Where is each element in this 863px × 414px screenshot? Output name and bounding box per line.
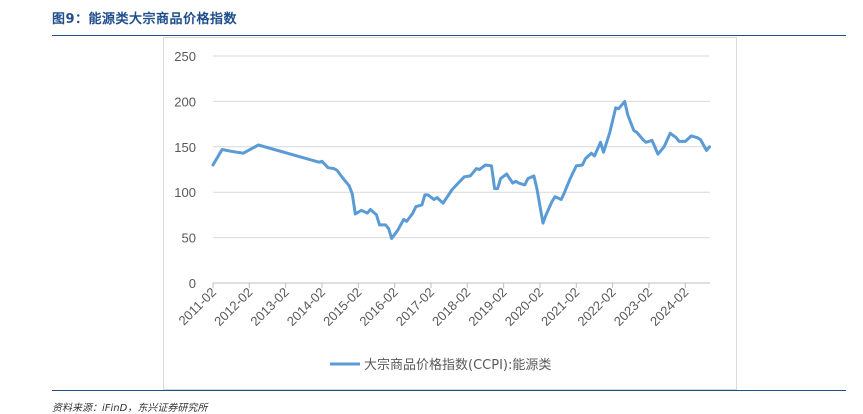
x-tick-label: 2016-02 <box>356 285 400 329</box>
series-group <box>211 99 711 240</box>
x-tick-label: 2023-02 <box>611 285 655 329</box>
source-rule <box>52 390 846 391</box>
y-tick-label: 250 <box>174 49 196 64</box>
x-tick-label: 2017-02 <box>393 285 437 329</box>
gridlines <box>213 55 710 239</box>
y-axis-tick-labels: 0 50 100 150 200 250 <box>174 49 196 291</box>
x-tick-label: 2018-02 <box>429 285 473 329</box>
x-tick-label: 2020-02 <box>502 285 546 329</box>
x-tick-label: 2019-02 <box>465 285 509 329</box>
y-tick-label: 50 <box>182 231 196 246</box>
legend-label: 大宗商品价格指数(CCPI):能源类 <box>364 357 551 373</box>
x-tick-label: 2013-02 <box>247 285 291 329</box>
y-tick-label: 150 <box>174 140 196 155</box>
x-tick-label: 2022-02 <box>574 285 618 329</box>
x-tick-label: 2014-02 <box>284 285 328 329</box>
x-tick-label: 2024-02 <box>647 285 691 329</box>
x-axis-tick-labels: 2011-022012-022013-022014-022015-022016-… <box>175 285 691 329</box>
x-tick-label: 2021-02 <box>538 285 582 329</box>
x-tick-label: 2015-02 <box>320 285 364 329</box>
x-tick-label: 2012-02 <box>211 285 255 329</box>
chart-frame <box>163 37 737 390</box>
figure-title: 图9：能源类大宗商品价格指数 <box>52 12 238 27</box>
title-rule <box>52 35 846 36</box>
series-line-0 <box>211 99 711 240</box>
source-note: 资料来源：iFinD，东兴证券研究所 <box>52 403 208 414</box>
x-tick-label: 2011-02 <box>175 285 219 329</box>
legend: 大宗商品价格指数(CCPI):能源类 <box>330 357 551 373</box>
y-tick-label: 100 <box>174 185 196 200</box>
x-axis <box>212 282 710 288</box>
y-tick-label: 0 <box>189 276 196 291</box>
y-tick-label: 200 <box>174 94 196 109</box>
